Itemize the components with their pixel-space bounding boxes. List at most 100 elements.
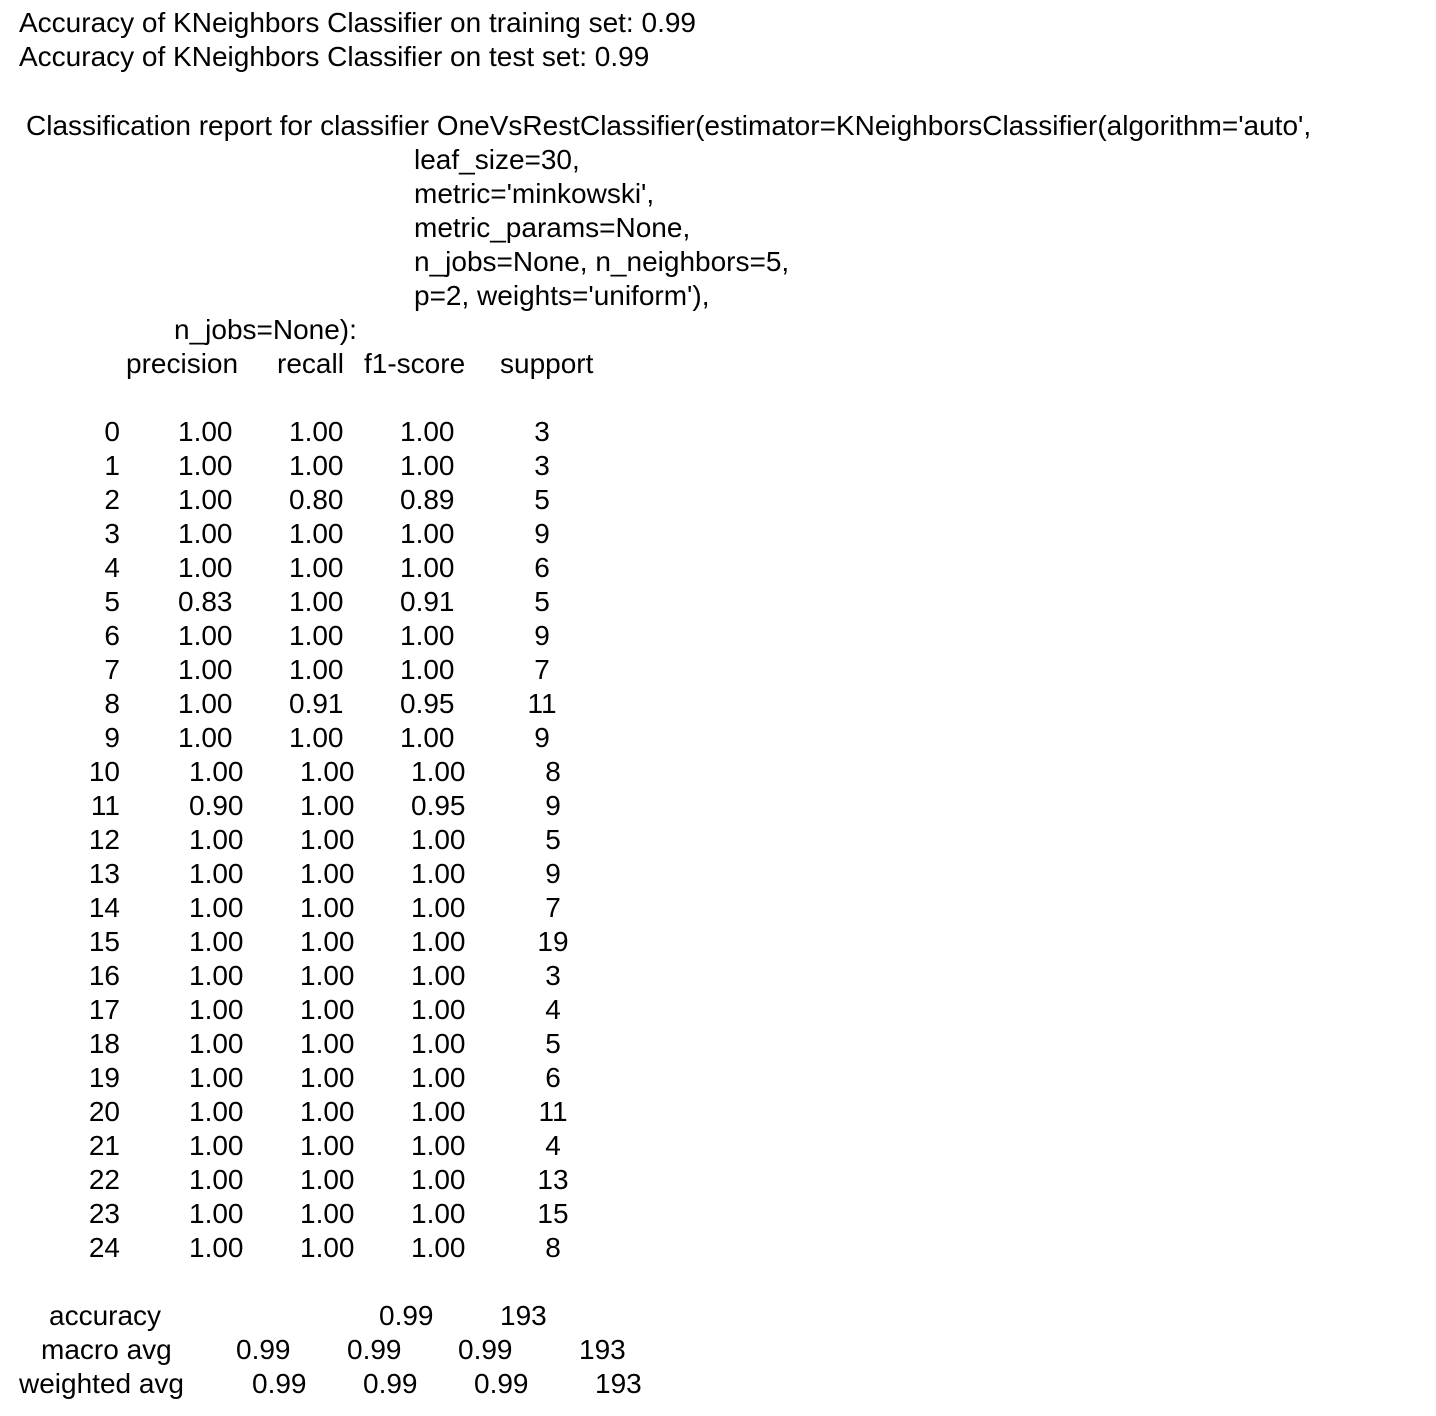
row-precision: 1.00	[178, 484, 233, 515]
row-support: 4	[545, 994, 561, 1025]
row-label: 5	[104, 586, 120, 617]
row-label: 13	[88, 858, 120, 889]
row-label: 19	[88, 1062, 120, 1093]
weighted-avg-precision: 0.99	[252, 1368, 307, 1399]
row-support: 5	[534, 484, 550, 515]
row-f1-score: 1.00	[411, 1164, 466, 1195]
row-precision: 1.00	[178, 416, 233, 447]
row-f1-score: 1.00	[411, 926, 466, 957]
macro-avg-recall: 0.99	[347, 1334, 402, 1365]
row-label: 24	[88, 1232, 120, 1263]
header-support: support	[500, 348, 594, 379]
row-precision: 1.00	[189, 756, 244, 787]
row-precision: 1.00	[189, 1164, 244, 1195]
row-f1-score: 1.00	[411, 1232, 466, 1263]
row-label: 3	[104, 518, 120, 549]
weighted-avg-support: 193	[595, 1368, 642, 1399]
row-f1-score: 0.89	[400, 484, 455, 515]
row-label: 0	[104, 416, 120, 447]
accuracy-support: 193	[500, 1300, 547, 1331]
row-label: 21	[88, 1130, 120, 1161]
row-recall: 1.00	[300, 756, 355, 787]
row-support: 9	[545, 790, 561, 821]
row-recall: 1.00	[289, 518, 344, 549]
row-recall: 1.00	[289, 620, 344, 651]
row-label: 9	[104, 722, 120, 753]
row-label: 10	[88, 756, 120, 787]
row-label: 20	[88, 1096, 120, 1127]
row-f1-score: 1.00	[411, 1028, 466, 1059]
report-param-line: n_jobs=None, n_neighbors=5,	[414, 246, 790, 277]
row-recall: 1.00	[289, 654, 344, 685]
row-support: 15	[537, 1198, 569, 1229]
row-support: 9	[534, 620, 550, 651]
macro-avg-support: 193	[579, 1334, 626, 1365]
row-label: 18	[88, 1028, 120, 1059]
macro-avg-label: macro avg	[41, 1334, 172, 1365]
row-recall: 1.00	[300, 1130, 355, 1161]
row-support: 5	[534, 586, 550, 617]
weighted-avg-label: weighted avg	[19, 1368, 185, 1399]
report-param-line: metric_params=None,	[414, 212, 691, 243]
row-f1-score: 1.00	[411, 1062, 466, 1093]
row-recall: 1.00	[289, 552, 344, 583]
row-f1-score: 1.00	[411, 824, 466, 855]
row-f1-score: 1.00	[400, 416, 455, 447]
row-support: 9	[534, 518, 550, 549]
row-recall: 1.00	[300, 1028, 355, 1059]
header-precision: precision	[126, 348, 239, 379]
macro-avg-f1: 0.99	[458, 1334, 513, 1365]
row-recall: 1.00	[300, 790, 355, 821]
row-recall: 1.00	[289, 450, 344, 481]
report-param-line: leaf_size=30,	[414, 144, 580, 175]
row-support: 9	[534, 722, 550, 753]
row-support: 13	[537, 1164, 569, 1195]
row-f1-score: 1.00	[400, 450, 455, 481]
row-f1-score: 1.00	[411, 892, 466, 923]
row-recall: 1.00	[289, 416, 344, 447]
row-precision: 0.90	[189, 790, 244, 821]
row-recall: 1.00	[300, 960, 355, 991]
row-precision: 1.00	[189, 858, 244, 889]
row-recall: 1.00	[300, 1198, 355, 1229]
accuracy-f1: 0.99	[379, 1300, 434, 1331]
row-precision: 1.00	[189, 926, 244, 957]
row-support: 3	[534, 450, 550, 481]
row-support: 11	[538, 1096, 568, 1127]
row-label: 11	[90, 790, 120, 821]
row-precision: 1.00	[178, 552, 233, 583]
row-f1-score: 1.00	[400, 620, 455, 651]
row-support: 19	[537, 926, 569, 957]
row-precision: 1.00	[189, 892, 244, 923]
row-label: 12	[88, 824, 120, 855]
row-precision: 1.00	[178, 620, 233, 651]
report-outer-param-line: n_jobs=None):	[174, 314, 357, 345]
macro-avg-precision: 0.99	[236, 1334, 291, 1365]
row-f1-score: 1.00	[411, 1130, 466, 1161]
row-precision: 1.00	[178, 688, 233, 719]
row-f1-score: 1.00	[400, 654, 455, 685]
row-f1-score: 1.00	[411, 756, 466, 787]
row-precision: 1.00	[189, 1062, 244, 1093]
row-recall: 1.00	[300, 1164, 355, 1195]
row-recall: 1.00	[300, 1062, 355, 1093]
row-recall: 0.91	[289, 688, 344, 719]
row-label: 16	[88, 960, 120, 991]
row-f1-score: 1.00	[411, 994, 466, 1025]
row-label: 4	[104, 552, 120, 583]
row-support: 8	[545, 756, 561, 787]
weighted-avg-f1: 0.99	[474, 1368, 529, 1399]
row-f1-score: 1.00	[411, 1096, 466, 1127]
row-support: 6	[545, 1062, 561, 1093]
row-support: 7	[534, 654, 550, 685]
row-support: 7	[545, 892, 561, 923]
report-param-line: p=2, weights='uniform'),	[414, 280, 710, 311]
row-f1-score: 0.95	[411, 790, 466, 821]
row-support: 3	[545, 960, 561, 991]
row-recall: 1.00	[300, 926, 355, 957]
row-precision: 1.00	[189, 960, 244, 991]
row-support: 5	[545, 1028, 561, 1059]
row-label: 7	[104, 654, 120, 685]
row-label: 2	[104, 484, 120, 515]
row-f1-score: 0.91	[400, 586, 455, 617]
